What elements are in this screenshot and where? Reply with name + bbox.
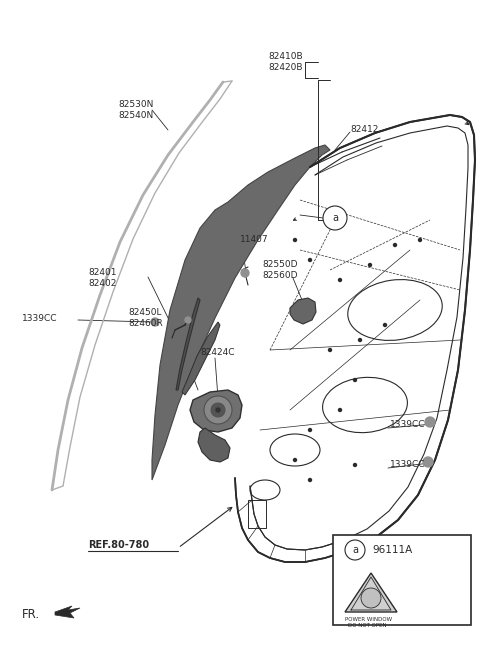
Circle shape (394, 244, 396, 246)
Circle shape (345, 540, 365, 560)
Circle shape (361, 588, 381, 608)
Polygon shape (190, 390, 242, 432)
Text: REF.80-780: REF.80-780 (88, 540, 149, 550)
Circle shape (369, 263, 372, 267)
Circle shape (359, 338, 361, 342)
Circle shape (328, 348, 332, 351)
Text: 82424C: 82424C (200, 348, 235, 357)
Circle shape (241, 269, 249, 277)
Circle shape (423, 457, 433, 467)
Polygon shape (290, 298, 316, 324)
Polygon shape (198, 428, 230, 462)
Circle shape (425, 417, 435, 427)
Text: DO NOT OPEN: DO NOT OPEN (348, 623, 386, 628)
Text: 82550D
82560D: 82550D 82560D (262, 260, 298, 281)
Circle shape (215, 407, 221, 413)
Circle shape (309, 428, 312, 432)
Text: 1339CC: 1339CC (390, 460, 425, 469)
Circle shape (338, 409, 341, 411)
Text: 1339CC: 1339CC (22, 314, 58, 323)
Circle shape (309, 478, 312, 482)
Circle shape (384, 323, 386, 327)
Polygon shape (152, 145, 330, 480)
Text: 96111A: 96111A (372, 545, 412, 555)
Circle shape (151, 318, 159, 326)
Text: 82401
82402: 82401 82402 (88, 268, 117, 288)
Text: POWER WINDOW: POWER WINDOW (345, 617, 392, 622)
Polygon shape (345, 573, 397, 612)
Text: FR.: FR. (22, 608, 40, 621)
Text: 82410B
82420B: 82410B 82420B (268, 52, 302, 72)
Circle shape (309, 258, 312, 261)
Circle shape (323, 206, 347, 230)
Circle shape (211, 403, 225, 417)
Circle shape (185, 317, 191, 323)
Text: 11407: 11407 (240, 235, 269, 244)
Text: a: a (332, 213, 338, 223)
Polygon shape (55, 606, 80, 618)
Text: 1339CC: 1339CC (390, 420, 425, 429)
Circle shape (353, 378, 357, 382)
Circle shape (204, 396, 232, 424)
Circle shape (338, 279, 341, 281)
Text: a: a (352, 545, 358, 555)
Polygon shape (176, 298, 200, 390)
Circle shape (353, 463, 357, 466)
Text: 82412: 82412 (350, 125, 378, 134)
Text: 82530N
82540N: 82530N 82540N (118, 100, 154, 120)
Circle shape (293, 238, 297, 242)
Text: 82450L
82460R: 82450L 82460R (128, 308, 163, 328)
Polygon shape (182, 322, 220, 395)
Circle shape (293, 459, 297, 461)
FancyBboxPatch shape (333, 535, 471, 625)
Circle shape (419, 238, 421, 242)
